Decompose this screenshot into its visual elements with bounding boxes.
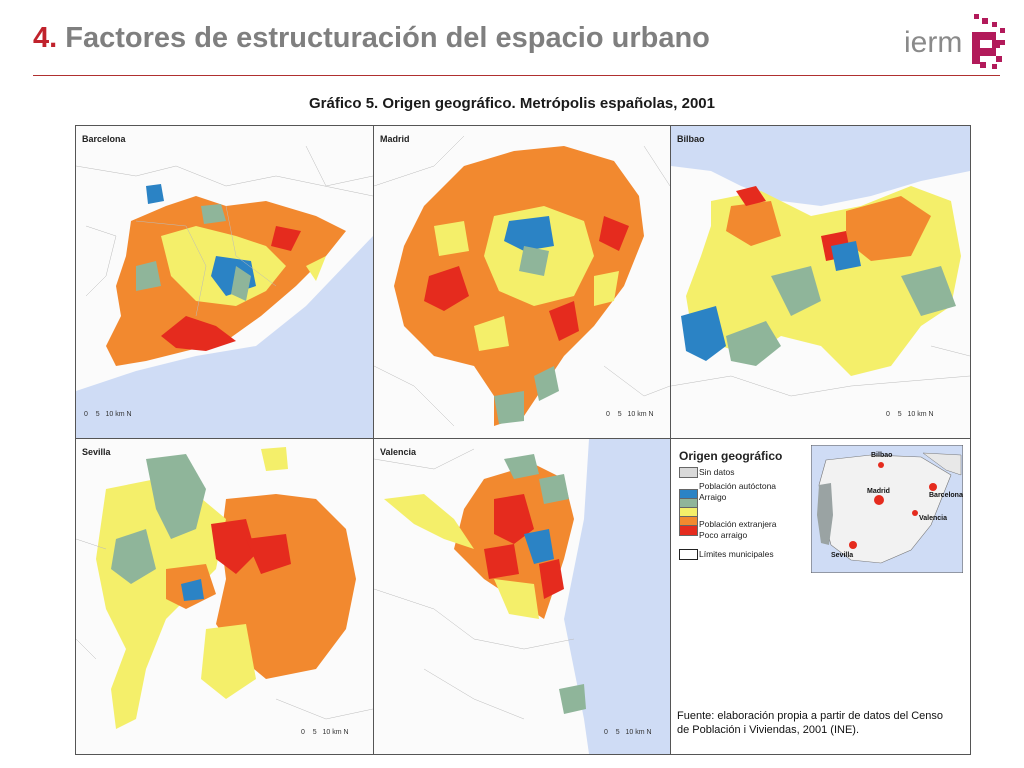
scale-bar: 0 5 10 km N bbox=[886, 411, 934, 418]
bilbao-map bbox=[671, 126, 970, 397]
scale-bar: 0 5 10 km N bbox=[606, 411, 654, 418]
scale-tick: 10 bbox=[105, 411, 114, 418]
scale-tick: 0 bbox=[301, 729, 305, 736]
title-divider bbox=[33, 75, 1000, 76]
scale-tick: 5 bbox=[95, 411, 100, 418]
legend-label: Sin datos bbox=[699, 467, 735, 477]
scale-tick: 5 bbox=[312, 729, 317, 736]
north-arrow-label: N bbox=[648, 411, 654, 418]
panel-barcelona: Barcelona 0 5 10 km bbox=[76, 126, 374, 439]
legend-title: Origen geográfico bbox=[679, 449, 783, 463]
inset-label: Bilbao bbox=[871, 452, 892, 459]
inset-label: Valencia bbox=[919, 515, 947, 522]
scale-tick: 0 bbox=[604, 729, 608, 736]
inset-map-spain: Bilbao Madrid Barcelona Valencia Sevilla bbox=[811, 445, 963, 573]
scale-tick: 0 bbox=[606, 411, 610, 418]
legend-swatch-boundaries bbox=[679, 549, 698, 560]
panel-label: Bilbao bbox=[677, 134, 705, 144]
scale-unit: km bbox=[637, 411, 647, 418]
legend-label: Población autóctona bbox=[699, 481, 777, 491]
logo-text: ierm bbox=[904, 26, 962, 59]
title-text: Factores de estructuración del espacio u… bbox=[65, 22, 710, 54]
scale-tick: 5 bbox=[617, 411, 622, 418]
panel-label: Sevilla bbox=[82, 447, 111, 457]
scale-unit: km bbox=[332, 729, 342, 736]
scale-tick: 10 bbox=[322, 729, 331, 736]
scale-unit: km bbox=[917, 411, 927, 418]
sevilla-map bbox=[76, 447, 373, 729]
scale-tick: 5 bbox=[615, 729, 620, 736]
madrid-map bbox=[374, 135, 670, 427]
scale-tick: 5 bbox=[897, 411, 902, 418]
panel-madrid: Madrid 0 5 10 km bbox=[374, 126, 671, 439]
scale-tick: 10 bbox=[627, 411, 636, 418]
legend-swatch-red bbox=[679, 525, 698, 536]
north-arrow-label: N bbox=[928, 411, 934, 418]
north-arrow-label: N bbox=[646, 729, 652, 736]
scale-bar: 0 5 10 km N bbox=[301, 729, 349, 736]
scale-unit: km bbox=[635, 729, 645, 736]
valencia-map bbox=[374, 439, 670, 754]
page-title: 4. Factores de estructuración del espaci… bbox=[33, 22, 710, 55]
scale-tick: 0 bbox=[886, 411, 890, 418]
panel-sevilla: Sevilla 0 5 10 km N bbox=[76, 439, 374, 754]
scale-tick: 10 bbox=[625, 729, 634, 736]
inset-label: Barcelona bbox=[929, 492, 963, 499]
legend-label: Población extranjera bbox=[699, 519, 777, 529]
north-arrow-label: N bbox=[126, 411, 132, 418]
source-line: Fuente: elaboración propia a partir de d… bbox=[677, 710, 944, 722]
chart-title: Gráfico 5. Origen geográfico. Metrópolis… bbox=[309, 95, 715, 112]
map-figure: Barcelona 0 5 10 km bbox=[75, 125, 971, 755]
scale-tick: 10 bbox=[907, 411, 916, 418]
iermb-logo: ierm bbox=[904, 14, 1005, 69]
scale-bar: 0 5 10 km N bbox=[84, 411, 132, 418]
source-line: de Población i Viviendas, 2001 (INE). bbox=[677, 724, 860, 736]
title-number: 4. bbox=[33, 22, 58, 54]
panel-label: Madrid bbox=[380, 134, 410, 144]
scale-unit: km bbox=[115, 411, 125, 418]
legend-panel: Origen geográfico Sin datos Población au… bbox=[671, 439, 970, 754]
inset-label: Madrid bbox=[867, 488, 890, 495]
legend-label: Arraigo bbox=[699, 492, 727, 502]
legend-swatch-no-data bbox=[679, 467, 698, 478]
inset-label: Sevilla bbox=[831, 552, 853, 559]
legend-label: Límites municipales bbox=[699, 549, 774, 559]
panel-label: Valencia bbox=[380, 447, 417, 457]
scale-bar: 0 5 10 km N bbox=[604, 729, 652, 736]
scale-tick: 0 bbox=[84, 411, 88, 418]
source-note: Fuente: elaboración propia a partir de d… bbox=[677, 709, 943, 737]
barcelona-map bbox=[76, 145, 373, 438]
legend-label: Poco arraigo bbox=[699, 530, 748, 540]
panel-label: Barcelona bbox=[82, 134, 126, 144]
panel-bilbao: Bilbao 0 5 10 km N bbox=[671, 126, 970, 439]
north-arrow-label: N bbox=[343, 729, 349, 736]
panel-valencia: Valencia 0 5 10 km N bbox=[374, 439, 671, 754]
